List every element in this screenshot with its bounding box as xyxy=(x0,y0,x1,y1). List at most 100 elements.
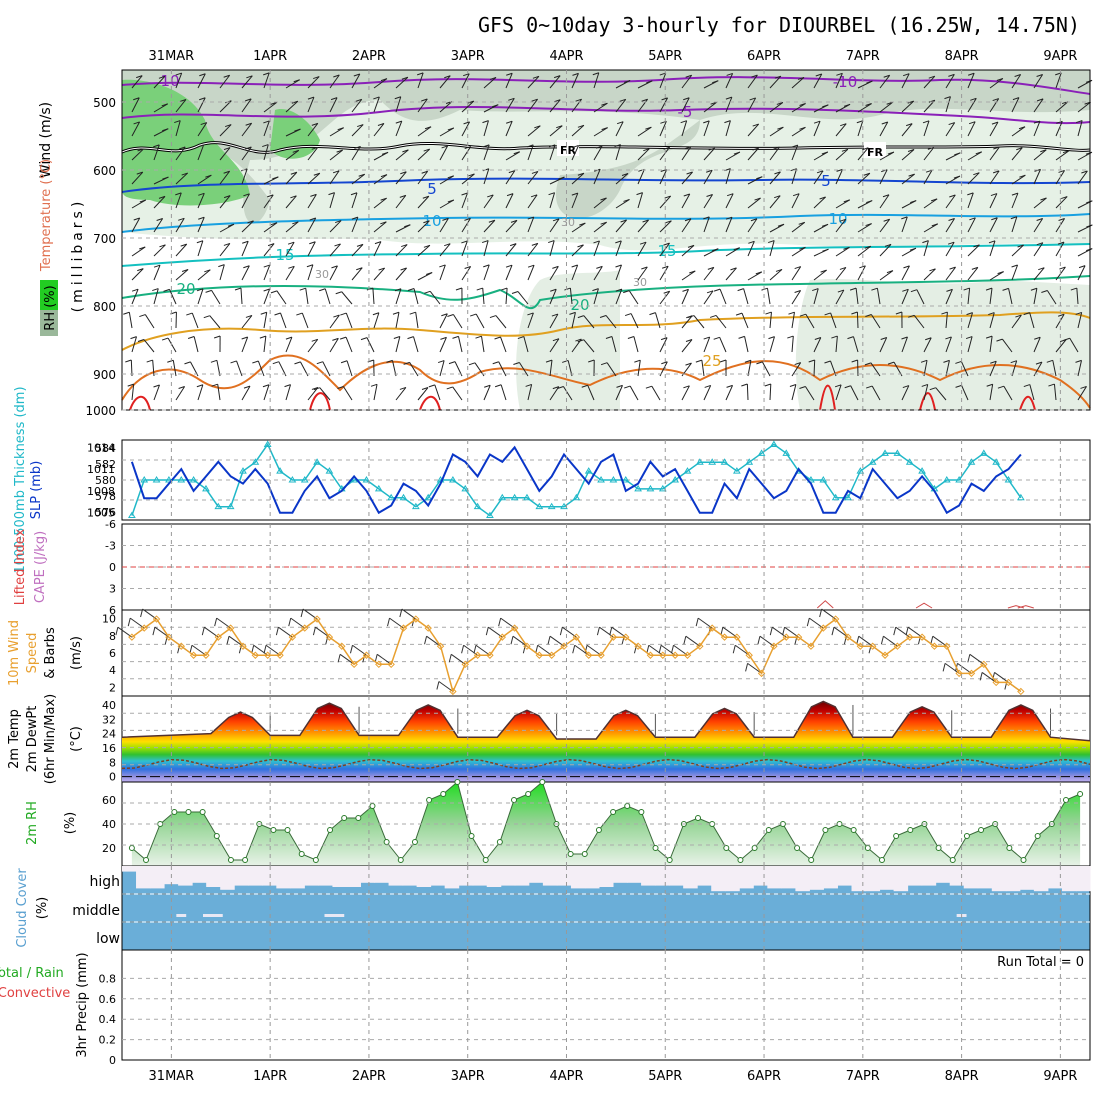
wind-barb-flag xyxy=(186,312,193,316)
wind-barb-flag xyxy=(864,362,872,366)
wind-barb-flag xyxy=(949,194,956,198)
wind-barb-flag xyxy=(1036,74,1043,77)
wind-barb-flag xyxy=(997,385,1005,389)
wind-barb-flag xyxy=(139,246,146,250)
thickness-marker xyxy=(807,476,815,483)
wind-barb-flag xyxy=(292,221,299,225)
wind-barb-flag xyxy=(441,145,448,149)
cloud-clear-bar xyxy=(584,866,600,889)
wind-barb xyxy=(659,220,672,233)
wind-barb-flag xyxy=(750,218,758,222)
wind-barb-flag xyxy=(649,312,656,316)
wind-barb xyxy=(523,336,529,353)
wind-barb-flag xyxy=(813,120,821,124)
rh-point xyxy=(737,857,744,863)
wind-barb-flag xyxy=(223,74,230,78)
wind-barb xyxy=(549,313,559,329)
surface-barb xyxy=(599,626,614,638)
wind-barb-flag xyxy=(944,96,951,100)
surface-barb xyxy=(809,617,824,629)
wind-barb-flag xyxy=(866,80,873,84)
rh-point xyxy=(610,809,617,815)
wind-barb-flag xyxy=(797,76,805,80)
top-date-label: 4APR xyxy=(549,49,583,64)
surface-barb xyxy=(611,626,627,638)
wind-barb-flag xyxy=(1057,241,1065,245)
cloud-clear-bar xyxy=(879,866,895,890)
wind-barb xyxy=(923,240,929,257)
wind-barb xyxy=(241,98,252,113)
wind-barb-flag xyxy=(719,359,727,363)
surface-barb xyxy=(500,617,515,629)
wind-barb-flag xyxy=(706,169,713,173)
wind-speed-marker xyxy=(819,624,828,632)
wind-barb-flag xyxy=(1075,311,1082,315)
wind-barb xyxy=(175,218,185,233)
wind-barb-flag xyxy=(527,144,534,148)
surface-barb-flag xyxy=(337,654,341,663)
wind-barb-flag xyxy=(137,268,144,272)
wind-barb-flag xyxy=(646,80,653,84)
rh-point xyxy=(624,803,631,809)
wind-barb-flag xyxy=(993,146,1000,150)
wind-barb-flag xyxy=(556,125,563,129)
top-date-label: 31MAR xyxy=(149,49,195,64)
wind-barb-flag xyxy=(1010,216,1017,220)
wind-barb-flag xyxy=(768,240,775,244)
wind-barb xyxy=(681,120,688,137)
temperature-fill xyxy=(121,700,1091,782)
wind-barb-flag xyxy=(991,121,999,125)
thickness-marker xyxy=(152,476,161,483)
wind-barb-flag xyxy=(330,97,338,101)
wind-barb-flag xyxy=(508,97,515,101)
wind-barb-flag xyxy=(1058,169,1065,173)
wind-barb xyxy=(593,266,603,281)
wind-barb-flag xyxy=(928,99,936,103)
wind-barb-flag xyxy=(197,144,204,148)
wind-barb-flag xyxy=(577,124,585,128)
precip-y-axis: 0.80.60.40.20 xyxy=(99,972,117,1067)
wind-barb-flag xyxy=(223,195,231,199)
wind-barb xyxy=(901,265,910,281)
wind-barb-flag xyxy=(774,195,781,199)
rh-point xyxy=(199,809,206,815)
wind-barb xyxy=(1033,120,1041,137)
wind-barb-flag xyxy=(353,73,360,77)
wind-barb-flag xyxy=(1038,267,1045,271)
wind-barb xyxy=(791,246,806,257)
wind-barb-flag xyxy=(851,359,858,363)
wind-barb-flag xyxy=(270,290,278,294)
wind-barb xyxy=(417,387,429,401)
thickness-marker xyxy=(288,476,297,483)
wind-barb xyxy=(701,360,705,377)
wind-speed-marker xyxy=(696,642,704,650)
wind-barb xyxy=(1011,264,1019,281)
wind-barb-flag xyxy=(401,244,408,248)
wind-barb xyxy=(747,218,758,233)
surface-barb xyxy=(586,644,602,656)
wind-barb-flag xyxy=(294,128,301,132)
wind-barb xyxy=(1033,242,1044,257)
wind-barb-flag xyxy=(180,243,187,247)
wind-barb xyxy=(175,269,189,281)
wind-barb xyxy=(571,264,579,281)
wind-barb-flag xyxy=(464,266,471,269)
ylabel-thickness: 1000-500mb Thickness (dm) xyxy=(13,386,28,573)
wind-barb-flag xyxy=(475,335,482,339)
wind-barb xyxy=(879,74,891,89)
wind-barb xyxy=(769,195,781,209)
wind-barb-flag xyxy=(527,216,534,220)
wind-barb-flag xyxy=(243,193,250,197)
cloud-clear-bar xyxy=(150,866,165,889)
y-tick-label: 3 xyxy=(109,583,116,596)
wind-barb-flag xyxy=(907,149,915,152)
wind-barb xyxy=(219,264,225,281)
wind-barb xyxy=(769,102,784,113)
wind-barb-flag xyxy=(713,288,721,292)
wind-barb xyxy=(391,360,397,377)
wind-barb-flag xyxy=(1075,120,1083,124)
cloud-middle-gap xyxy=(176,914,187,917)
wind-barb xyxy=(791,221,806,233)
wind-barb xyxy=(263,312,268,329)
